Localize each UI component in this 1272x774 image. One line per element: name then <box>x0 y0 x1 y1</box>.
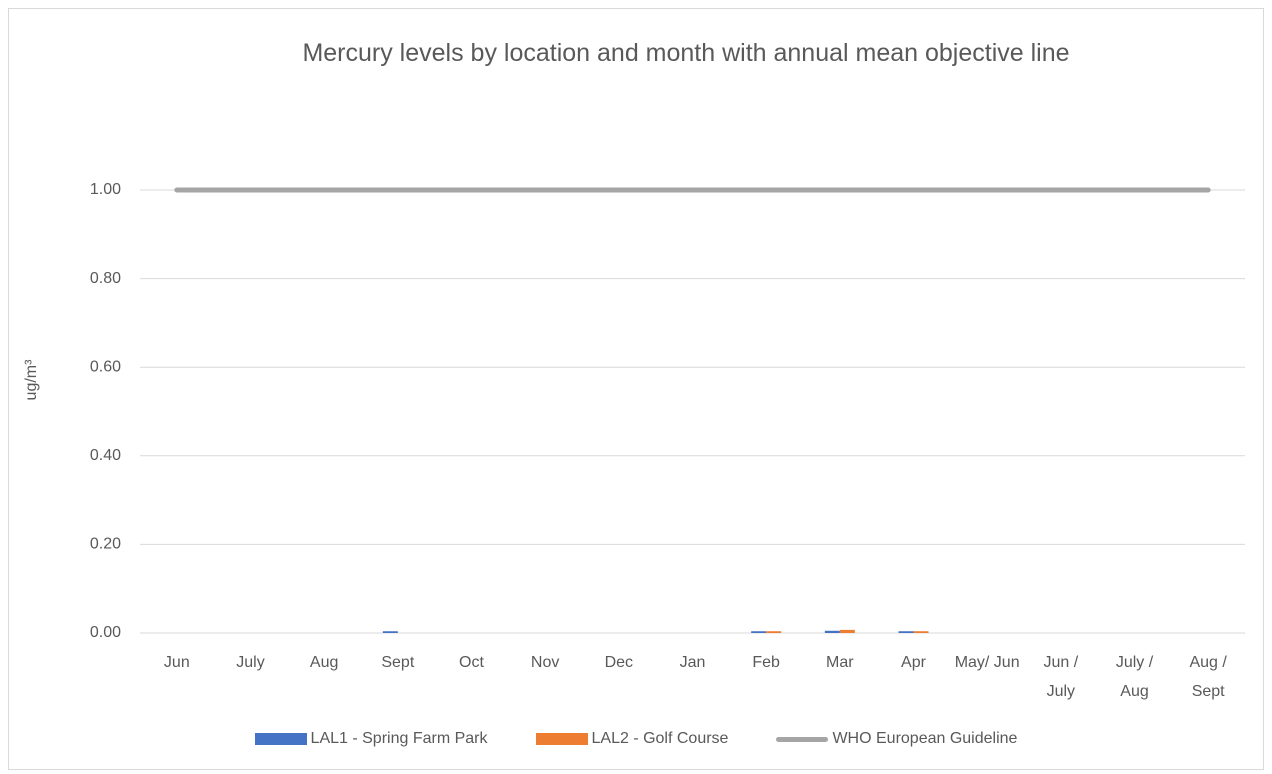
y-tick-label: 0.60 <box>90 358 121 375</box>
legend-item: LAL1 - Spring Farm Park <box>254 730 488 748</box>
x-tick-label: Aug <box>309 654 339 671</box>
x-tick-label: July / Aug <box>1115 654 1154 700</box>
bar <box>382 631 398 633</box>
bar <box>898 631 914 633</box>
x-tick-label: Apr <box>901 654 926 671</box>
y-tick-label: 0.20 <box>90 536 121 553</box>
x-tick-label: Jun / July <box>1043 654 1079 700</box>
legend: LAL1 - Spring Farm Park LAL2 - Golf Cours… <box>0 730 1272 748</box>
x-tick-label: Mar <box>826 654 854 671</box>
y-axis-label: ug/m³ <box>23 359 40 401</box>
legend-swatch <box>535 733 588 745</box>
bar <box>766 631 782 633</box>
chart-frame <box>8 8 1264 770</box>
bar <box>839 629 855 633</box>
x-tick-label: July <box>236 654 265 671</box>
legend-label: LAL1 - Spring Farm Park <box>310 730 488 747</box>
x-tick-label: Jan <box>679 654 706 671</box>
x-tick-label: Oct <box>459 654 484 671</box>
x-tick-label: Jun <box>163 654 190 671</box>
legend-swatch <box>254 733 307 745</box>
legend-label: LAL2 - Golf Course <box>591 730 729 747</box>
legend-item: WHO European Guideline <box>776 730 1017 748</box>
bar <box>913 631 929 633</box>
x-tick-label: Feb <box>752 654 780 671</box>
x-tick-label: May/ Jun <box>954 654 1020 671</box>
x-tick-label: Dec <box>604 654 634 671</box>
x-tick-label: Sept <box>381 654 415 671</box>
bar <box>751 631 767 633</box>
y-tick-label: 0.80 <box>90 270 121 287</box>
x-tick-label: Aug / Sept <box>1189 654 1227 700</box>
legend-item: LAL2 - Golf Course <box>535 730 729 748</box>
y-tick-label: 0.00 <box>90 624 121 641</box>
legend-swatch <box>776 736 829 742</box>
chart-title: Mercury levels by location and month wit… <box>302 39 1070 67</box>
y-tick-label: 0.40 <box>90 447 121 464</box>
x-tick-label: Nov <box>530 654 560 671</box>
legend-label: WHO European Guideline <box>832 730 1018 747</box>
bar <box>824 630 840 633</box>
y-tick-label: 1.00 <box>90 181 121 198</box>
